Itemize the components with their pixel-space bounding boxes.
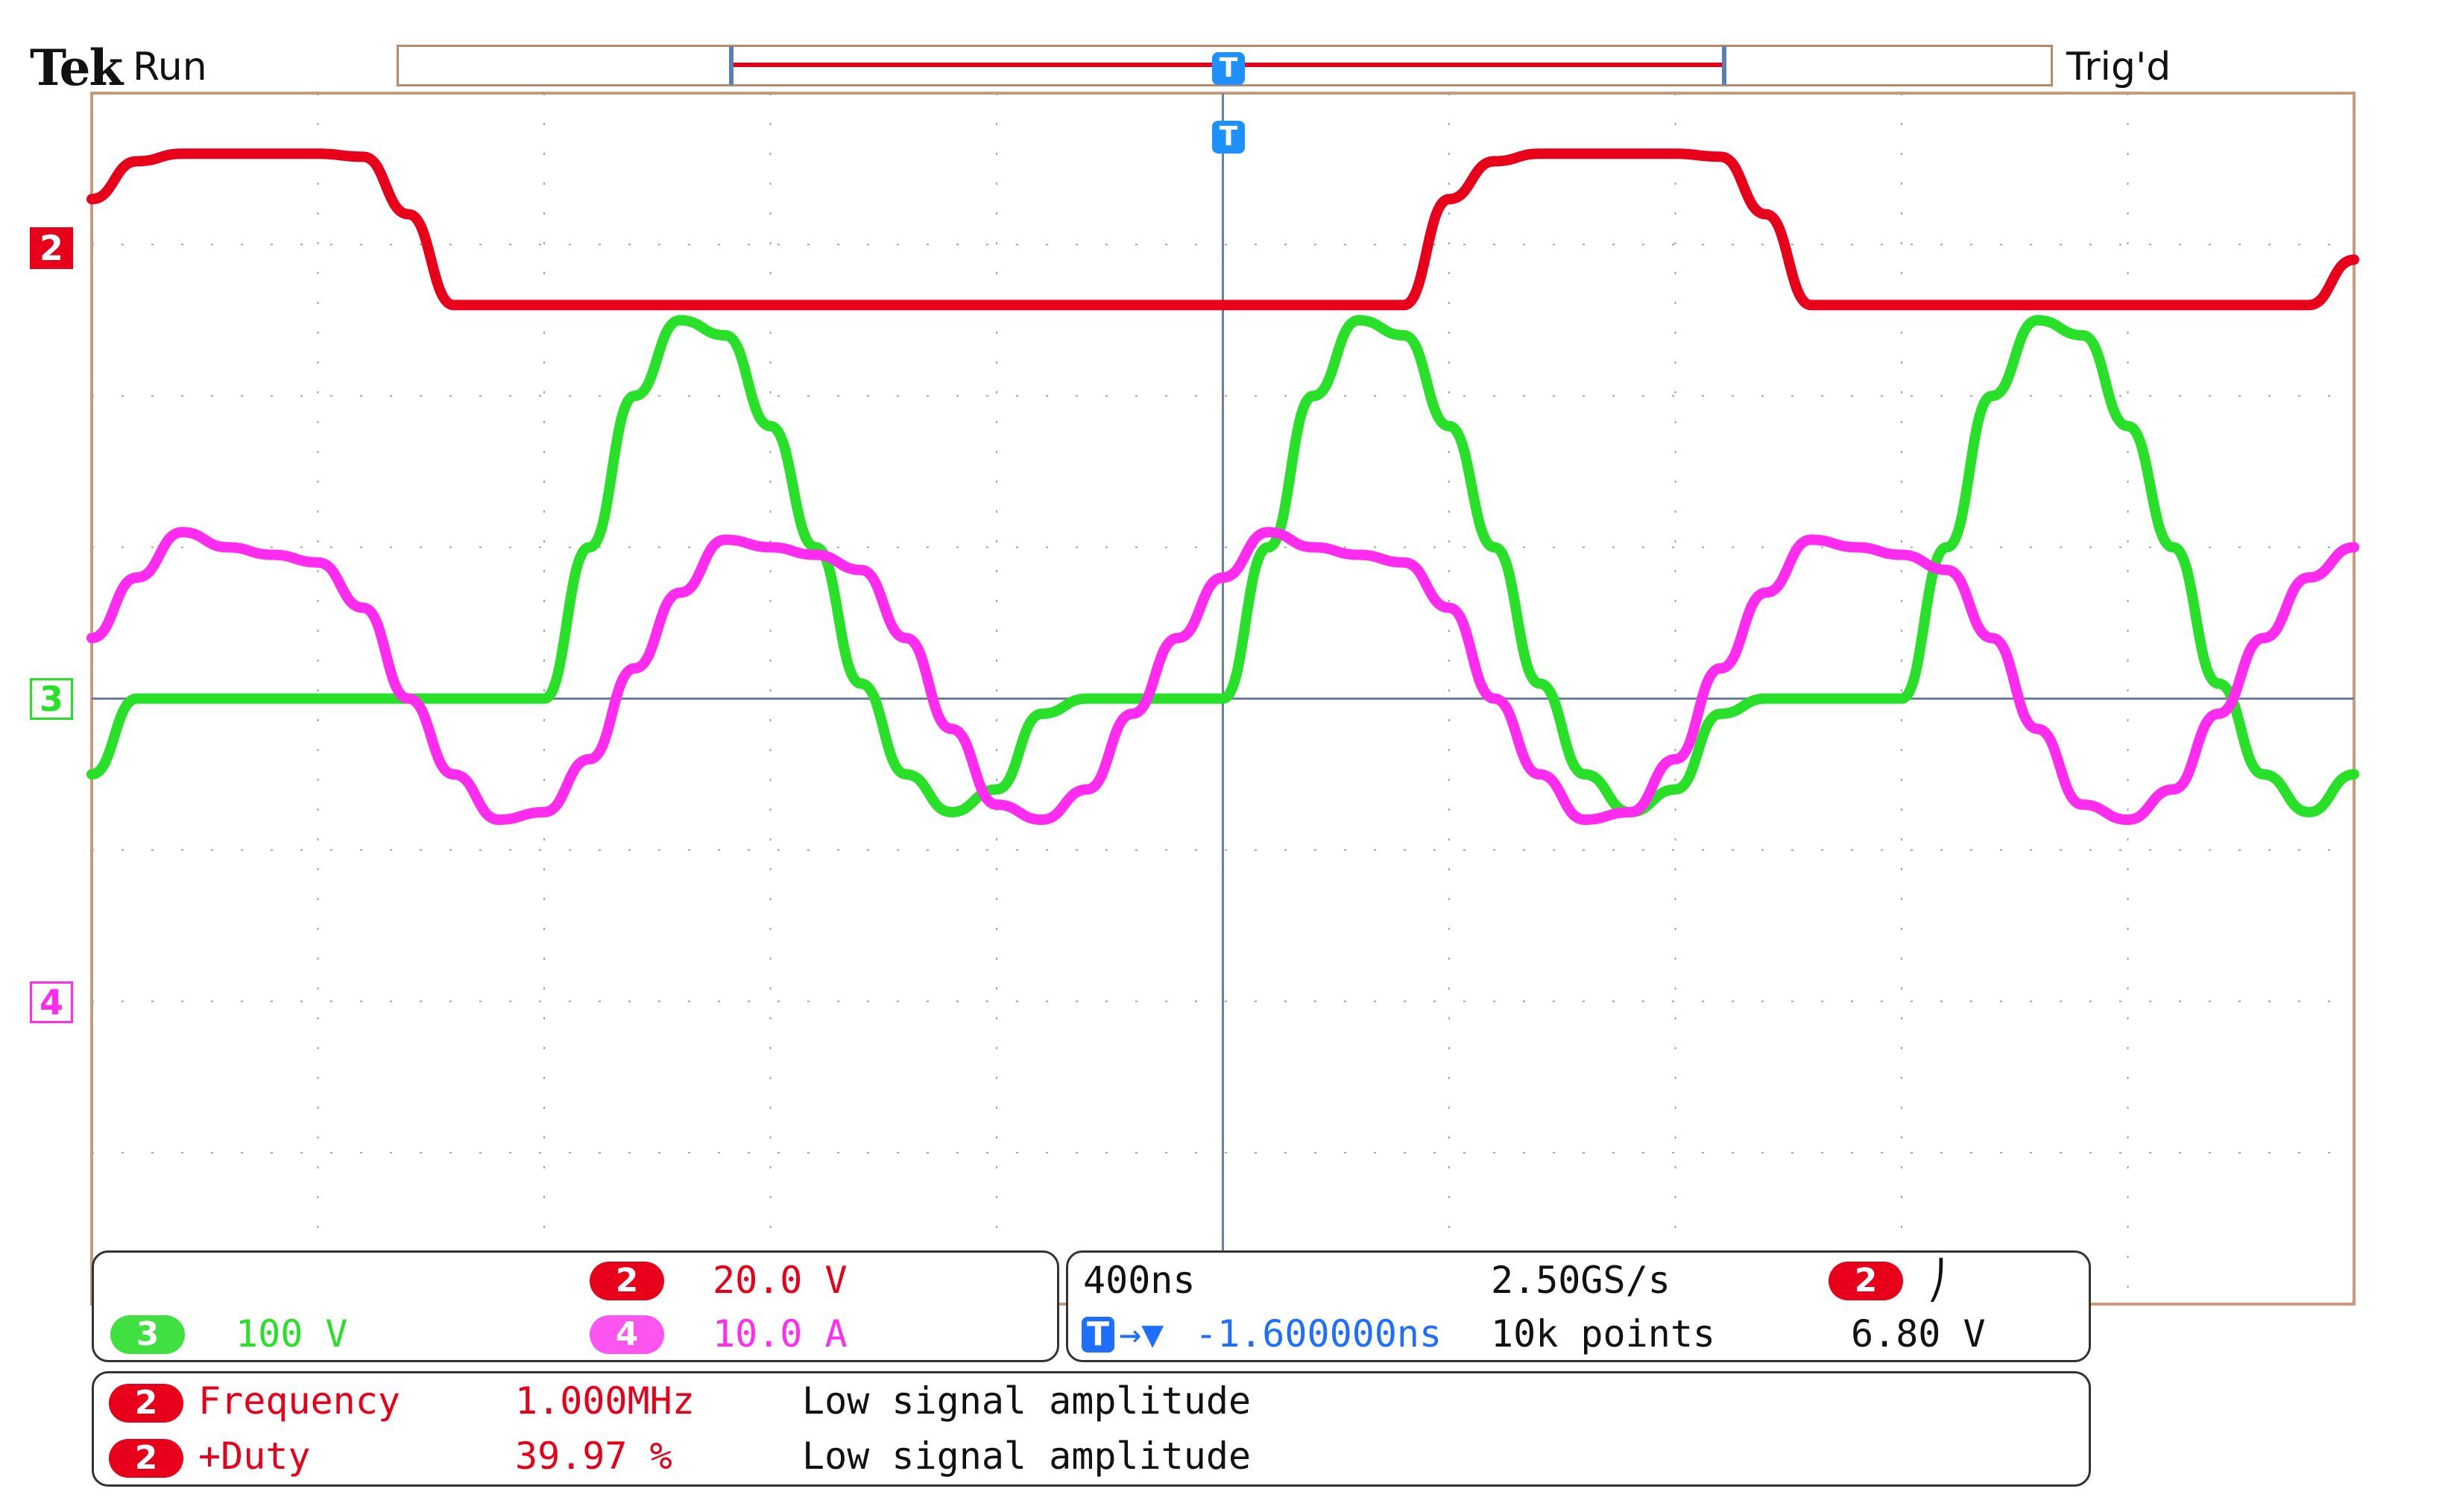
trigger-delay-icon: T bbox=[1082, 1317, 1114, 1353]
trigger-level: 6.80 V bbox=[1851, 1312, 1986, 1356]
acquisition-state[interactable]: Run bbox=[133, 45, 207, 89]
measurement-name: Frequency bbox=[198, 1379, 400, 1423]
channel-scale-panel[interactable]: 2 20.0 V 3 100 V 4 10.0 A bbox=[92, 1250, 1059, 1362]
measurement-value: 1.000MHz bbox=[515, 1379, 695, 1423]
ch3-badge[interactable]: 3 bbox=[110, 1315, 185, 1354]
rising-edge-icon: ⎠ bbox=[1925, 1259, 1949, 1302]
trigger-source-badge[interactable]: 2 bbox=[1829, 1262, 1903, 1300]
ch4-ground-marker[interactable]: 4 bbox=[30, 981, 73, 1023]
ch3-ground-label: 3 bbox=[39, 679, 63, 719]
top-status-bar: Tek Run T Trig'd bbox=[0, 0, 2445, 97]
trigger-position-icon[interactable]: T bbox=[1212, 52, 1245, 85]
ch4-trace bbox=[86, 527, 2359, 825]
brand-logo: Tek bbox=[30, 39, 123, 97]
ch4-scale: 10.0 A bbox=[713, 1312, 848, 1356]
ch2-ground-label: 2 bbox=[39, 228, 63, 268]
traces-group bbox=[86, 148, 2359, 825]
measurement-value: 39.97 % bbox=[515, 1434, 672, 1478]
sample-rate: 2.50GS/s bbox=[1491, 1259, 1671, 1302]
record-length: 10k points bbox=[1491, 1312, 1716, 1356]
measurement-status: Low signal amplitude bbox=[802, 1379, 1252, 1423]
trigger-delay-arrow-icon: →▼ bbox=[1119, 1312, 1164, 1356]
ch3-ground-marker[interactable]: 3 bbox=[30, 678, 73, 720]
ch3-trace bbox=[86, 314, 2359, 817]
record-view-window[interactable] bbox=[729, 46, 1726, 85]
timebase-panel[interactable]: 400ns 2.50GS/s 2 ⎠ T →▼ -1.600000ns 10k … bbox=[1066, 1250, 2091, 1362]
time-per-div: 400ns bbox=[1083, 1259, 1196, 1302]
trigger-delay: -1.600000ns bbox=[1195, 1312, 1442, 1356]
ch2-scale: 20.0 V bbox=[713, 1259, 848, 1302]
ch2-trace bbox=[86, 148, 2359, 311]
trigger-point-marker-icon[interactable]: T bbox=[1212, 121, 1245, 154]
measurement-status: Low signal amplitude bbox=[802, 1434, 1252, 1478]
trigger-status: Trig'd bbox=[2066, 45, 2171, 89]
measurement-source-badge: 2 bbox=[109, 1439, 183, 1478]
measurement-name: +Duty bbox=[198, 1434, 311, 1478]
ch2-ground-marker[interactable]: 2 bbox=[30, 227, 73, 269]
ch2-badge[interactable]: 2 bbox=[590, 1262, 664, 1300]
ch4-badge[interactable]: 4 bbox=[590, 1315, 664, 1354]
ch4-ground-label: 4 bbox=[39, 982, 63, 1022]
ch3-scale: 100 V bbox=[236, 1312, 348, 1356]
measurement-source-badge: 2 bbox=[109, 1384, 183, 1423]
measurements-panel[interactable]: 2 Frequency 1.000MHz Low signal amplitud… bbox=[92, 1371, 2091, 1487]
